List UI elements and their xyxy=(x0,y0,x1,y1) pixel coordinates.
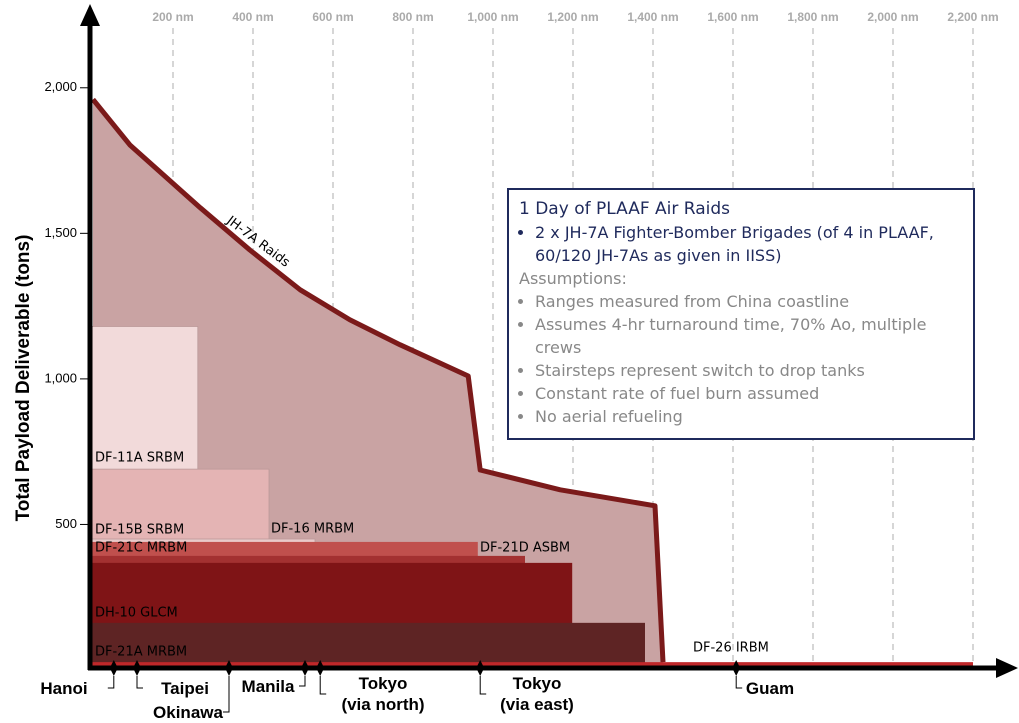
x-tick-label: 1,400 nm xyxy=(627,10,678,24)
missile-label: DF-11A SRBM xyxy=(95,451,184,466)
location-marker xyxy=(109,660,118,676)
missile-label: DF-26 IRBM xyxy=(693,641,769,656)
location-marker xyxy=(225,660,233,676)
assumptions-title: Assumptions: xyxy=(519,269,627,288)
assumption: Constant rate of fuel burn assumed xyxy=(535,382,963,405)
assumption: No aerial refueling xyxy=(535,405,963,428)
x-tick-label: 200 nm xyxy=(152,10,193,24)
leader xyxy=(136,676,143,689)
x-tick-label: 2,000 nm xyxy=(867,10,918,24)
note-title: 1 Day of PLAAF Air Raids xyxy=(519,199,730,219)
leader xyxy=(319,676,327,695)
location-label: Tokyo (via north) xyxy=(341,674,425,714)
note-bullet: 2 x JH-7A Fighter-Bomber Brigades (of 4 … xyxy=(535,221,963,267)
leader xyxy=(735,676,743,689)
x-arrow xyxy=(996,658,1018,678)
y-tick-label: 2,000 xyxy=(44,79,77,94)
location-marker xyxy=(133,660,141,676)
line xyxy=(91,97,666,663)
y-tick-label: 500 xyxy=(55,516,77,531)
x-tick-label: 1,600 nm xyxy=(707,10,758,24)
x-tick-label: 1,800 nm xyxy=(787,10,838,24)
missile-label: DF-21D ASBM xyxy=(480,541,570,556)
location-label: Okinawa xyxy=(153,702,223,722)
location-marker xyxy=(732,660,741,676)
leader xyxy=(299,676,306,687)
note-bullets: 2 x JH-7A Fighter-Bomber Brigades (of 4 … xyxy=(519,221,963,267)
missile-label: DF-21A MRBM xyxy=(95,645,187,660)
y-tick-label: 1,000 xyxy=(44,370,77,385)
location-marker xyxy=(316,660,325,676)
location-marker xyxy=(476,660,485,676)
location-marker xyxy=(301,660,309,676)
assumption: Stairsteps represent switch to drop tank… xyxy=(535,359,963,382)
assumption: Assumes 4-hr turnaround time, 70% Ao, mu… xyxy=(535,313,963,359)
missile-label: DF-16 MRBM xyxy=(271,522,354,537)
location-label: Guam xyxy=(745,678,795,698)
x-tick-label: 2,200 nm xyxy=(947,10,998,24)
y-tick-label: 1,500 xyxy=(44,225,77,240)
x-tick-label: 800 nm xyxy=(392,10,433,24)
assumptions-list: Ranges measured from China coastlineAssu… xyxy=(519,290,963,428)
missile-label: DH-10 GLCM xyxy=(95,606,178,621)
location-label: Manila xyxy=(241,676,295,696)
missile-label: DF-15B SRBM xyxy=(95,523,184,538)
location-label: Taipei xyxy=(161,678,209,698)
missile-label: DF-21C MRBM xyxy=(95,541,187,556)
y-arrow xyxy=(80,4,100,26)
x-tick-label: 1,200 nm xyxy=(547,10,598,24)
location-label: Tokyo (via east) xyxy=(500,674,574,714)
x-tick-label: 1,000 nm xyxy=(467,10,518,24)
assumption: Ranges measured from China coastline xyxy=(535,290,963,313)
leader xyxy=(479,676,487,695)
leader xyxy=(107,676,115,689)
y-axis-label: Total Payload Deliverable (tons) xyxy=(13,235,34,522)
x-tick-label: 400 nm xyxy=(232,10,273,24)
location-label: Hanoi xyxy=(40,678,88,698)
note-box: 1 Day of PLAAF Air Raids 2 x JH-7A Fight… xyxy=(507,188,975,440)
leader xyxy=(223,676,230,713)
x-tick-label: 600 nm xyxy=(312,10,353,24)
